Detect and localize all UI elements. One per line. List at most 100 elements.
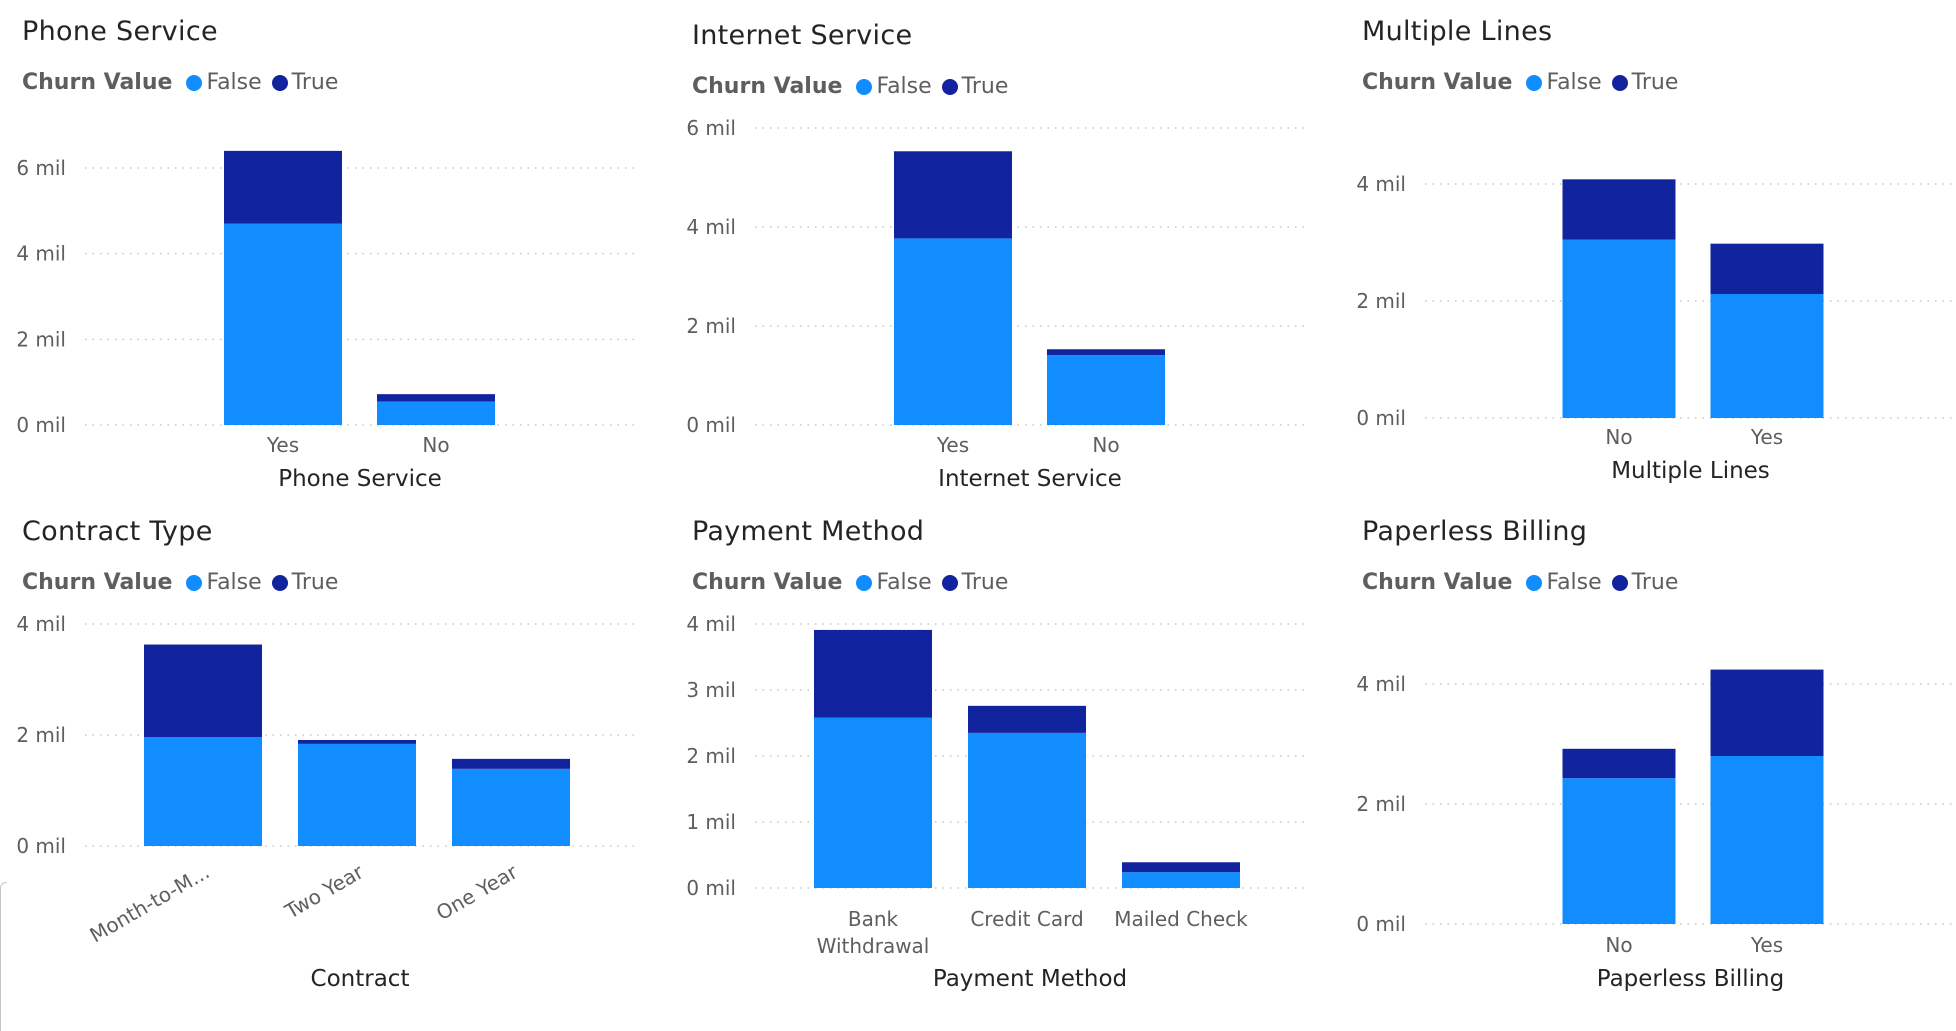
- x-tick-label: No: [1605, 933, 1632, 957]
- x-tick-label: Yes: [1750, 425, 1783, 449]
- y-tick-label: 2 mil: [16, 327, 66, 351]
- bar-segment-true[interactable]: [1122, 862, 1240, 873]
- chart-title: Contract Type: [22, 516, 213, 547]
- x-tick-label: Yes: [1750, 933, 1783, 957]
- legend-label-true: True: [291, 570, 339, 595]
- legend: Churn Value False True: [22, 70, 348, 95]
- x-tick-label: No: [422, 433, 449, 457]
- legend-title: Churn Value: [692, 570, 843, 595]
- legend-item-false[interactable]: False: [856, 74, 932, 99]
- bar-segment-false[interactable]: [1562, 239, 1676, 418]
- legend-dot-true: [271, 574, 288, 591]
- chart-panel-4[interactable]: Contract Type Churn Value False True 0 mil 2 …: [0, 500, 660, 1000]
- bar-segment-false[interactable]: [144, 737, 262, 846]
- bar-segment-false[interactable]: [968, 732, 1086, 888]
- chart-panel-6[interactable]: Paperless Billing Churn Value False True 0 m…: [1340, 500, 1956, 1000]
- legend-item-true[interactable]: True: [271, 570, 339, 595]
- bar-segment-true[interactable]: [452, 758, 570, 769]
- y-tick-label: 6 mil: [686, 116, 736, 140]
- legend-item-true[interactable]: True: [1611, 70, 1679, 95]
- y-tick-label: 2 mil: [686, 314, 736, 338]
- bar-segment-true[interactable]: [1562, 748, 1676, 779]
- legend-item-true[interactable]: True: [941, 570, 1008, 595]
- legend-title: Churn Value: [692, 74, 843, 99]
- bar-segment-false[interactable]: [814, 717, 932, 888]
- legend-item-false[interactable]: False: [186, 70, 262, 95]
- bar-segment-false[interactable]: [377, 401, 495, 425]
- bar-segment-true[interactable]: [298, 739, 416, 744]
- legend-label-true: True: [291, 70, 339, 95]
- y-tick-label: 0 mil: [1356, 406, 1406, 430]
- y-tick-label: 0 mil: [16, 413, 66, 437]
- bar-segment-false[interactable]: [298, 743, 416, 846]
- legend-label-false: False: [206, 70, 262, 95]
- y-tick-label: 4 mil: [686, 612, 736, 636]
- chart-panel-5[interactable]: Payment Method Churn Value False True 0 mil 1…: [670, 500, 1330, 1000]
- legend-item-false[interactable]: False: [856, 570, 932, 595]
- legend-dot-false: [186, 74, 203, 91]
- x-tick-label: Month-to-M...: [86, 860, 214, 948]
- bar-segment-true[interactable]: [1710, 243, 1824, 294]
- x-tick-label: Two Year: [280, 859, 368, 924]
- legend-label-true: True: [961, 74, 1009, 99]
- x-tick-label: No: [1092, 433, 1119, 457]
- y-tick-label: 4 mil: [686, 215, 736, 239]
- y-tick-label: 2 mil: [686, 744, 736, 768]
- legend-item-true[interactable]: True: [271, 70, 339, 95]
- chart-panel-1[interactable]: Phone Service Churn Value False True 0 mil 2 …: [0, 0, 660, 500]
- legend-label-true: True: [1631, 570, 1679, 595]
- bar-segment-true[interactable]: [1047, 349, 1165, 356]
- legend-item-false[interactable]: False: [186, 570, 262, 595]
- bar-segment-false[interactable]: [1122, 872, 1240, 888]
- x-axis-title: Contract: [311, 966, 410, 992]
- bar-segment-true[interactable]: [224, 150, 342, 224]
- legend-item-true[interactable]: True: [941, 74, 1009, 99]
- legend: Churn Value False True: [22, 570, 348, 595]
- legend-dot-false: [856, 78, 873, 95]
- chart-title: Multiple Lines: [1362, 16, 1553, 47]
- bar-segment-true[interactable]: [377, 394, 495, 402]
- x-tick-label: Mailed Check: [1114, 907, 1248, 931]
- legend-label-true: True: [1631, 70, 1679, 95]
- bar-segment-false[interactable]: [1562, 778, 1676, 924]
- legend-dot-true: [1611, 574, 1628, 591]
- bar-segment-false[interactable]: [224, 223, 342, 425]
- chart-title: Paperless Billing: [1362, 516, 1588, 547]
- x-tick-label: Yes: [936, 433, 969, 457]
- legend-item-true[interactable]: True: [1611, 570, 1679, 595]
- bar-segment-false[interactable]: [894, 238, 1012, 425]
- bar-segment-true[interactable]: [1710, 669, 1824, 756]
- bar-segment-true[interactable]: [1562, 179, 1676, 240]
- legend-dot-true: [941, 574, 958, 591]
- legend-item-false[interactable]: False: [1526, 70, 1602, 95]
- y-tick-label: 4 mil: [1356, 672, 1406, 696]
- bar-segment-true[interactable]: [968, 705, 1086, 733]
- legend-item-false[interactable]: False: [1526, 570, 1602, 595]
- y-tick-label: 0 mil: [686, 876, 736, 900]
- legend-dot-false: [1526, 74, 1543, 91]
- stacked-bar-chart: 0 mil 2 mil 4 mil No Yes Paperless Billing: [1356, 669, 1956, 992]
- y-tick-label: 1 mil: [686, 810, 736, 834]
- y-tick-label: 4 mil: [16, 242, 66, 266]
- bar-segment-false[interactable]: [1047, 355, 1165, 425]
- bar-segment-true[interactable]: [144, 644, 262, 738]
- legend: Churn Value False True: [692, 74, 1018, 99]
- bar-segment-false[interactable]: [1710, 756, 1824, 924]
- chart-panel-3[interactable]: Multiple Lines Churn Value False True 0 mil 2…: [1340, 0, 1956, 500]
- x-axis-title: Payment Method: [933, 966, 1127, 992]
- x-tick-label-text: Bank Withdrawal: [817, 907, 930, 958]
- bar-segment-true[interactable]: [894, 151, 1012, 239]
- legend-title: Churn Value: [1362, 70, 1513, 95]
- legend: Churn Value False True: [692, 570, 1018, 595]
- legend: Churn Value False True: [1362, 570, 1688, 595]
- x-tick-label: One Year: [432, 859, 522, 925]
- bar-segment-false[interactable]: [1710, 293, 1824, 418]
- bar-segment-false[interactable]: [452, 768, 570, 846]
- y-tick-label: 0 mil: [1356, 912, 1406, 936]
- bar-segment-true[interactable]: [814, 629, 932, 718]
- legend-dot-false: [186, 574, 203, 591]
- legend-dot-false: [856, 574, 873, 591]
- chart-panel-2[interactable]: Internet Service Churn Value False True 0 mi…: [670, 0, 1330, 500]
- legend-title: Churn Value: [1362, 570, 1513, 595]
- stacked-bar-chart: 0 mil 2 mil 4 mil Month-to-M... Two Year One …: [16, 612, 635, 992]
